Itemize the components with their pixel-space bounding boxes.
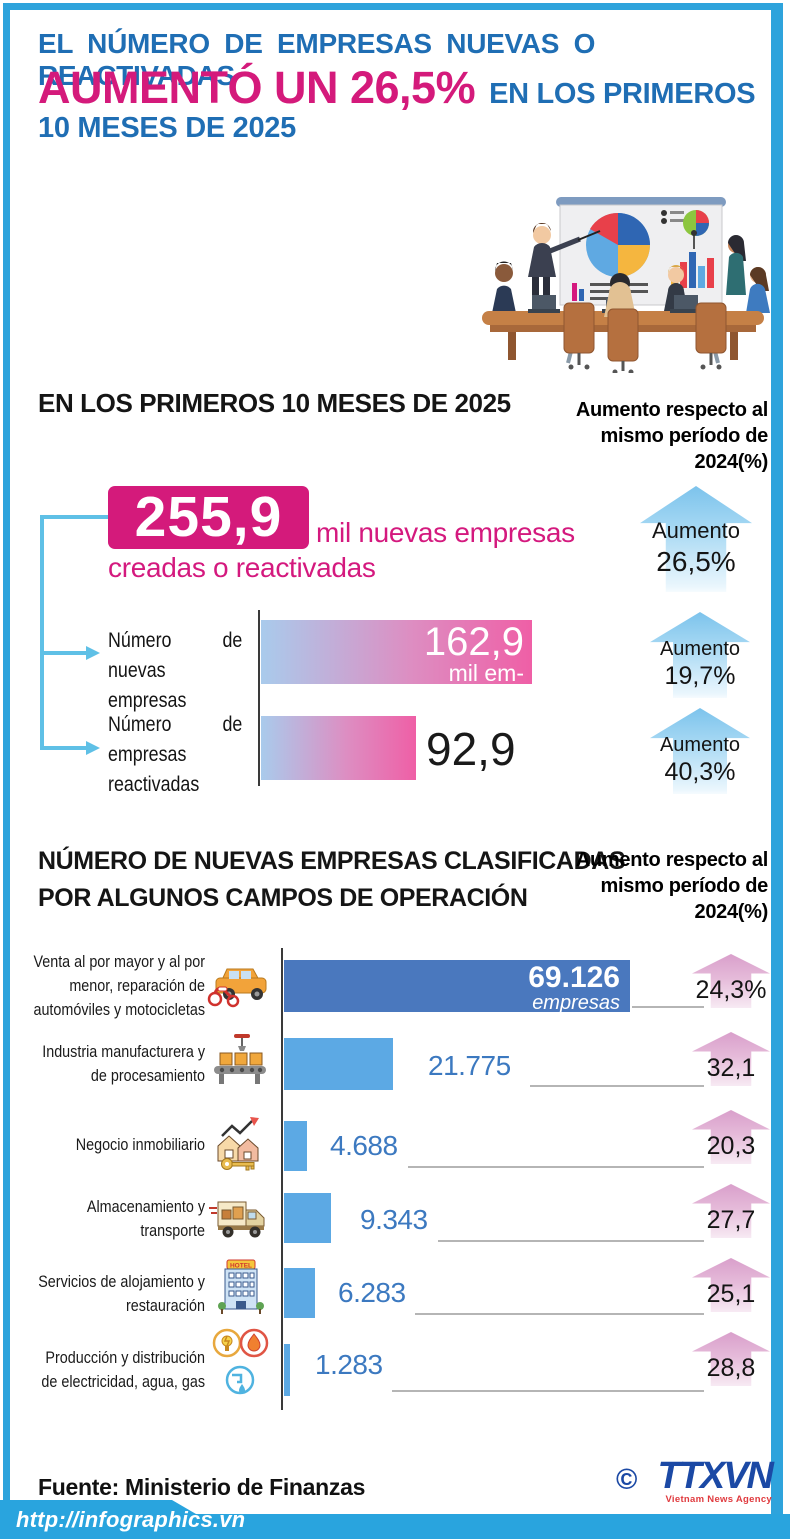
bar-value: 92,9 — [426, 723, 516, 775]
total-growth-arrow: Aumento 26,5% — [640, 486, 752, 592]
agency-subtitle: Vietnam News Agency — [665, 1494, 772, 1505]
total-value-box: 255,9 — [108, 486, 309, 549]
bar-electricidad — [284, 1344, 290, 1396]
agency-logo: TTXVN Vietnam News Agency — [652, 1455, 774, 1505]
bar-value-unit: empresas — [532, 992, 620, 1014]
truck-icon — [208, 1196, 270, 1247]
bracket-connector — [34, 505, 114, 770]
bar-value: 9.343 — [360, 1204, 428, 1235]
category-label: Venta al por mayor y al por menor, repar… — [33, 953, 206, 1019]
page-title-line-2: AUMENTÓ UN 26,5% EN LOS PRIMEROS — [38, 62, 756, 114]
bar-value: 69.126 — [528, 961, 620, 994]
title-line-2-rest: EN LOS PRIMEROS — [489, 78, 756, 110]
overview-heading: EN LOS PRIMEROS 10 MESES DE 2025 — [38, 388, 511, 418]
meeting-illustration — [468, 183, 778, 378]
car-motorcycle-icon — [206, 962, 270, 1015]
growth-arrow: 27,7 — [692, 1184, 770, 1238]
category-label: Negocio inmobiliario — [75, 1136, 205, 1154]
bar-value: 162,9 — [423, 620, 524, 664]
bar-empresas-reactivadas — [261, 716, 416, 780]
website-url: http://infographics.vn — [16, 1507, 246, 1532]
categories-axis — [281, 948, 283, 1410]
overview-growth-arrow-1: Aumento 19,7% — [650, 612, 750, 698]
overview-growth-arrow-2: Aumento 40,3% — [650, 708, 750, 794]
bar-inmobiliario — [284, 1121, 307, 1171]
frame-left-border — [3, 3, 10, 1500]
overview-row-label: Número de nuevas empresas — [108, 629, 243, 712]
connector-line — [438, 1240, 704, 1242]
growth-arrow: 28,8 — [692, 1332, 770, 1386]
title-highlight-pct: AUMENTÓ UN 26,5% — [38, 62, 476, 113]
connector-line — [408, 1166, 704, 1168]
source-text: Fuente: Ministerio de Finanzas — [38, 1474, 366, 1500]
category-label: Almacenamiento y transporte — [86, 1198, 205, 1240]
growth-arrow: 20,3 — [692, 1110, 770, 1164]
growth-arrow: 24,3% — [692, 954, 770, 1008]
page-title-line-1: EL NÚMERO DE EMPRESAS NUEVAS O REACTIVAD… — [38, 28, 596, 91]
bar-nuevas-empresas: 162,9 mil em- — [261, 620, 532, 686]
page-title-line-3: 10 MESES DE 2025 — [38, 112, 296, 144]
overview-growth-note: Aumento respecto al mismo período de 202… — [575, 399, 768, 473]
bar-value: 4.688 — [330, 1130, 398, 1161]
svg-text:HOTEL: HOTEL — [230, 1263, 252, 1270]
bar-value: 6.283 — [338, 1277, 406, 1308]
bar-value: 21.775 — [428, 1050, 511, 1081]
category-label: Servicios de alojamiento y restauración — [38, 1273, 205, 1315]
connector-line — [392, 1390, 704, 1392]
total-unit: mil nuevas empresas — [316, 517, 575, 548]
utilities-icon — [212, 1328, 270, 1407]
agency-name: TTXVN — [657, 1455, 774, 1497]
bar-industria — [284, 1038, 393, 1090]
overview-row-label: Número de empresas reactivadas — [108, 713, 243, 796]
bar-value-unit: mil em- — [448, 660, 524, 686]
bottom-ribbon — [0, 1514, 790, 1539]
overview-axis — [258, 610, 260, 786]
bar-value: 1.283 — [315, 1349, 383, 1380]
category-label: Industria manufacturera y de procesamien… — [42, 1043, 205, 1085]
copyright-symbol: © — [616, 1464, 638, 1496]
connector-line — [632, 1006, 704, 1008]
hotel-icon: HOTEL — [216, 1258, 266, 1321]
bar-venta: 69.126 empresas — [284, 960, 630, 1014]
total-subtitle: creadas o reactivadas — [108, 552, 376, 583]
bar-transporte — [284, 1193, 331, 1243]
factory-icon — [210, 1032, 268, 1091]
bottom-ribbon-notch — [0, 1500, 196, 1514]
connector-line — [415, 1313, 704, 1315]
categories-heading: NÚMERO DE NUEVAS EMPRESAS CLASIFICADAS P… — [38, 847, 626, 912]
connector-line — [530, 1085, 704, 1087]
real-estate-icon — [212, 1114, 270, 1177]
total-value: 255,9 — [134, 485, 283, 549]
frame-top-border — [3, 3, 783, 10]
category-label: Producción y distribución de electricida… — [41, 1349, 206, 1391]
frame-right-border — [771, 3, 783, 1514]
growth-arrow: 32,1 — [692, 1032, 770, 1086]
bar-alojamiento — [284, 1268, 315, 1318]
categories-growth-note: Aumento respecto al mismo período de 202… — [575, 849, 768, 923]
growth-arrow: 25,1 — [692, 1258, 770, 1312]
